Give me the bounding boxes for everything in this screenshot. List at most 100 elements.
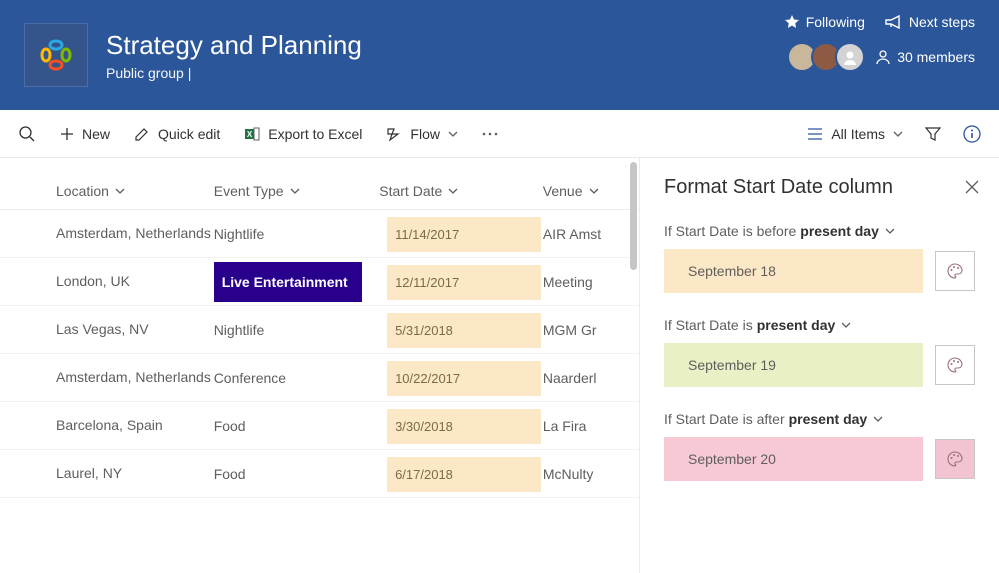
list-view: Location Event Type Start Date Venue Ams… <box>0 158 639 573</box>
cell-venue: Naarderl <box>543 370 639 386</box>
chevron-down-icon <box>290 186 300 196</box>
megaphone-icon <box>885 15 903 29</box>
chevron-down-icon <box>873 414 883 424</box>
filter-icon <box>925 126 941 142</box>
cell-start-date: 6/17/2018 <box>379 466 543 482</box>
condition-label[interactable]: If Start Date is present day <box>664 317 975 333</box>
cell-event-type: Conference <box>214 370 379 386</box>
members-label: 30 members <box>897 49 975 65</box>
column-venue[interactable]: Venue <box>543 183 639 199</box>
more-icon <box>482 132 498 136</box>
logo-icon <box>36 35 76 75</box>
following-label: Following <box>806 14 865 30</box>
palette-button[interactable] <box>935 251 975 291</box>
cell-location: London, UK <box>56 272 214 290</box>
list-icon <box>807 128 823 140</box>
cell-start-date: 10/22/2017 <box>379 370 543 386</box>
cell-location: Amsterdam, Netherlands <box>56 368 214 386</box>
plus-icon <box>60 127 74 141</box>
export-excel-button[interactable]: X Export to Excel <box>244 126 362 142</box>
column-location[interactable]: Location <box>56 183 214 199</box>
quick-edit-label: Quick edit <box>158 126 220 142</box>
cell-venue: Meeting <box>543 274 639 290</box>
palette-icon <box>946 450 964 468</box>
condition-block: If Start Date is after present day Septem… <box>664 411 975 481</box>
cell-event-type: Nightlife <box>214 226 379 242</box>
flow-icon <box>386 126 402 142</box>
chevron-down-icon <box>893 129 903 139</box>
flow-label: Flow <box>410 126 440 142</box>
cell-venue: La Fira <box>543 418 639 434</box>
chevron-down-icon <box>589 186 599 196</box>
filter-button[interactable] <box>925 126 941 142</box>
member-avatars[interactable] <box>787 42 865 72</box>
palette-button[interactable] <box>935 345 975 385</box>
table-row[interactable]: Las Vegas, NVNightlife5/31/2018MGM Gr <box>0 306 639 354</box>
svg-text:X: X <box>247 130 253 139</box>
cell-start-date: 5/31/2018 <box>379 322 543 338</box>
close-panel-button[interactable] <box>965 180 979 194</box>
column-event-type[interactable]: Event Type <box>214 183 379 199</box>
new-label: New <box>82 126 110 142</box>
condition-block: If Start Date is present daySeptember 19 <box>664 317 975 387</box>
search-icon <box>18 125 36 143</box>
table-row[interactable]: Laurel, NYFood6/17/2018McNulty <box>0 450 639 498</box>
cell-event-type: Nightlife <box>214 322 379 338</box>
sample-date-swatch: September 20 <box>664 437 923 481</box>
cell-event-type: Food <box>214 418 379 434</box>
site-logo[interactable] <box>24 23 88 87</box>
avatar[interactable] <box>835 42 865 72</box>
column-headers: Location Event Type Start Date Venue <box>0 158 639 210</box>
info-icon <box>963 125 981 143</box>
table-row[interactable]: Barcelona, SpainFood3/30/2018La Fira <box>0 402 639 450</box>
cell-event-type: Food <box>214 466 379 482</box>
more-button[interactable] <box>482 132 498 136</box>
close-icon <box>965 180 979 194</box>
export-label: Export to Excel <box>268 126 362 142</box>
site-header: Strategy and Planning Public group | Fol… <box>0 0 999 110</box>
condition-label[interactable]: If Start Date is after present day <box>664 411 975 427</box>
command-bar: New Quick edit X Export to Excel Flow Al… <box>0 110 999 158</box>
next-steps-label: Next steps <box>909 14 975 30</box>
chevron-down-icon <box>448 129 458 139</box>
members-link[interactable]: 30 members <box>875 49 975 65</box>
cell-location: Barcelona, Spain <box>56 416 214 434</box>
cell-location: Amsterdam, Netherlands <box>56 224 214 242</box>
scrollbar[interactable] <box>630 162 637 270</box>
column-start-date[interactable]: Start Date <box>379 183 543 199</box>
format-column-panel: Format Start Date column If Start Date i… <box>639 158 999 573</box>
cell-location: Las Vegas, NV <box>56 320 214 338</box>
new-button[interactable]: New <box>60 126 110 142</box>
view-selector[interactable]: All Items <box>807 126 903 142</box>
sample-date-swatch: September 18 <box>664 249 923 293</box>
info-button[interactable] <box>963 125 981 143</box>
star-icon <box>784 14 800 30</box>
view-name: All Items <box>831 126 885 142</box>
cell-start-date: 12/11/2017 <box>379 274 543 290</box>
table-row[interactable]: Amsterdam, NetherlandsNightlife11/14/201… <box>0 210 639 258</box>
cell-venue: AIR Amst <box>543 226 639 242</box>
table-row[interactable]: London, UKLive Entertainment12/11/2017Me… <box>0 258 639 306</box>
pencil-icon <box>134 126 150 142</box>
search-button[interactable] <box>18 125 36 143</box>
condition-label[interactable]: If Start Date is before present day <box>664 223 975 239</box>
chevron-down-icon <box>885 226 895 236</box>
flow-button[interactable]: Flow <box>386 126 458 142</box>
palette-icon <box>946 262 964 280</box>
chevron-down-icon <box>448 186 458 196</box>
condition-block: If Start Date is before present day Septe… <box>664 223 975 293</box>
table-row[interactable]: Amsterdam, NetherlandsConference10/22/20… <box>0 354 639 402</box>
cell-venue: MGM Gr <box>543 322 639 338</box>
following-button[interactable]: Following <box>784 14 865 30</box>
cell-start-date: 3/30/2018 <box>379 418 543 434</box>
person-icon <box>875 49 891 65</box>
next-steps-button[interactable]: Next steps <box>885 14 975 30</box>
excel-icon: X <box>244 126 260 142</box>
quick-edit-button[interactable]: Quick edit <box>134 126 220 142</box>
site-subtitle: Public group | <box>106 65 362 81</box>
cell-event-type: Live Entertainment <box>214 274 379 290</box>
chevron-down-icon <box>841 320 851 330</box>
palette-button[interactable] <box>935 439 975 479</box>
panel-title: Format Start Date column <box>664 176 975 199</box>
site-title: Strategy and Planning <box>106 30 362 61</box>
